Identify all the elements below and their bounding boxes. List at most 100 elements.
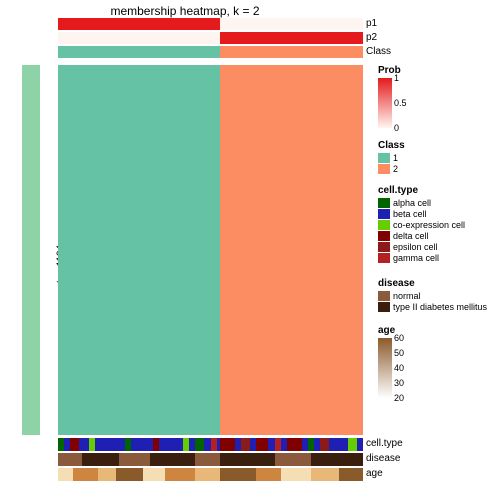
legend-tick: 1 [394, 74, 399, 83]
annotation-label-celltype: cell.type [366, 438, 403, 449]
annotation-bar-age [58, 468, 363, 481]
annotation-segment [220, 46, 363, 58]
annotation-stripe [220, 453, 275, 466]
legend-label: co-expression cell [393, 220, 465, 230]
annotation-stripe [195, 438, 204, 451]
annotation-stripe [281, 468, 312, 481]
legend-prob: Prob 10.50 [378, 65, 498, 128]
annotation-stripe [98, 468, 116, 481]
annotation-stripe [119, 453, 150, 466]
legend-item: gamma cell [378, 253, 498, 263]
legend-label: delta cell [393, 231, 429, 241]
annotation-stripe [82, 453, 119, 466]
annotation-segment [220, 32, 363, 44]
legend-item: beta cell [378, 209, 498, 219]
legend-swatch [378, 198, 390, 208]
annotation-bar-disease [58, 453, 363, 466]
annotation-stripe [211, 438, 217, 451]
legend-age-gradient [378, 338, 392, 398]
annotation-label-p2: p2 [366, 32, 377, 43]
legend-celltype-title: cell.type [378, 185, 498, 196]
legend-item: co-expression cell [378, 220, 498, 230]
legend-swatch [378, 231, 390, 241]
annotation-stripe [150, 453, 196, 466]
annotation-stripe [143, 468, 164, 481]
heatmap-cluster-1 [58, 65, 220, 435]
legend-swatch [378, 164, 390, 174]
legend-swatch [378, 220, 390, 230]
annotation-stripe [195, 453, 219, 466]
annotation-stripe [339, 468, 363, 481]
legend-tick: 0.5 [394, 99, 407, 108]
annotation-stripe [320, 438, 329, 451]
legend-item: 2 [378, 164, 498, 174]
annotation-stripe [311, 453, 363, 466]
annotation-stripe [256, 438, 268, 451]
annotation-stripe [275, 453, 312, 466]
annotation-stripe [125, 438, 131, 451]
annotation-stripe [241, 438, 250, 451]
legend-item: epsilon cell [378, 242, 498, 252]
legend-prob-gradient [378, 78, 392, 128]
annotation-stripe [308, 438, 314, 451]
annotation-stripe [275, 438, 281, 451]
annotation-stripe [153, 438, 159, 451]
legend-label: type II diabetes mellitus [393, 302, 487, 312]
legend-label: epsilon cell [393, 242, 438, 252]
legend-swatch [378, 242, 390, 252]
annotation-bar-p1 [58, 18, 363, 30]
legend-tick: 50 [394, 349, 404, 358]
bottom-annotation-bars [58, 438, 363, 483]
legend-tick: 30 [394, 379, 404, 388]
annotation-stripe [58, 453, 82, 466]
legend-swatch [378, 291, 390, 301]
annotation-bar-class [58, 46, 363, 58]
legend-label: 2 [393, 164, 398, 174]
annotation-label-p1: p1 [366, 18, 377, 29]
legend-class-title: Class [378, 140, 498, 151]
annotation-label-disease: disease [366, 453, 400, 464]
heatmap-cluster-2 [220, 65, 363, 435]
annotation-stripe [58, 438, 64, 451]
legend-age: age 6050403020 [378, 325, 498, 398]
legend-item: alpha cell [378, 198, 498, 208]
annotation-stripe [89, 438, 95, 451]
legend-label: normal [393, 291, 421, 301]
annotation-bar-p2 [58, 32, 363, 44]
legend-disease: disease normaltype II diabetes mellitus [378, 278, 498, 313]
annotation-stripe [336, 438, 342, 451]
annotation-segment [220, 18, 363, 30]
legend-item: type II diabetes mellitus [378, 302, 498, 312]
legend-swatch [378, 153, 390, 163]
annotation-stripe [287, 438, 302, 451]
top-annotation-bars [58, 18, 363, 60]
legend-class: Class 12 [378, 140, 498, 175]
annotation-label-age: age [366, 468, 383, 479]
annotation-stripe [311, 468, 338, 481]
legend-tick: 60 [394, 334, 404, 343]
chart-title: membership heatmap, k = 2 [0, 4, 370, 18]
legend-tick: 40 [394, 364, 404, 373]
annotation-stripe [348, 438, 357, 451]
legend-tick: 20 [394, 394, 404, 403]
legend-label: beta cell [393, 209, 427, 219]
annotation-stripe [183, 438, 189, 451]
legend-swatch [378, 209, 390, 219]
annotation-bar-celltype [58, 438, 363, 451]
legend-celltype: cell.type alpha cellbeta cellco-expressi… [378, 185, 498, 264]
annotation-segment [58, 32, 220, 44]
annotation-stripe [73, 468, 97, 481]
annotation-stripe [165, 438, 177, 451]
annotation-stripe [195, 468, 219, 481]
annotation-stripe [101, 438, 116, 451]
annotation-stripe [220, 468, 257, 481]
heatmap-body [58, 65, 363, 435]
legend-swatch [378, 253, 390, 263]
annotation-stripe [116, 468, 143, 481]
annotation-stripe [70, 438, 79, 451]
annotation-stripe [58, 468, 73, 481]
legend-disease-title: disease [378, 278, 498, 289]
legend-label: alpha cell [393, 198, 431, 208]
legend-tick: 0 [394, 124, 399, 133]
legend-item: normal [378, 291, 498, 301]
